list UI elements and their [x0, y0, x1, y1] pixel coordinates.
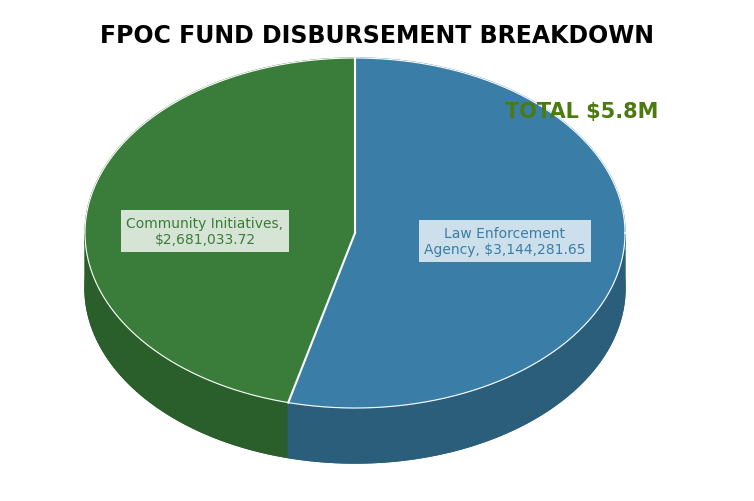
Polygon shape — [288, 114, 625, 463]
Text: Community Initiatives,
$2,681,033.72: Community Initiatives, $2,681,033.72 — [127, 216, 284, 246]
Text: TOTAL $5.8M: TOTAL $5.8M — [505, 102, 658, 122]
Polygon shape — [85, 59, 355, 403]
Polygon shape — [85, 234, 288, 457]
Polygon shape — [288, 234, 625, 463]
Polygon shape — [85, 114, 355, 457]
Text: FPOC FUND DISBURSEMENT BREAKDOWN: FPOC FUND DISBURSEMENT BREAKDOWN — [100, 24, 654, 48]
Polygon shape — [288, 59, 625, 408]
Text: Law Enforcement
Agency, $3,144,281.65: Law Enforcement Agency, $3,144,281.65 — [425, 226, 586, 257]
